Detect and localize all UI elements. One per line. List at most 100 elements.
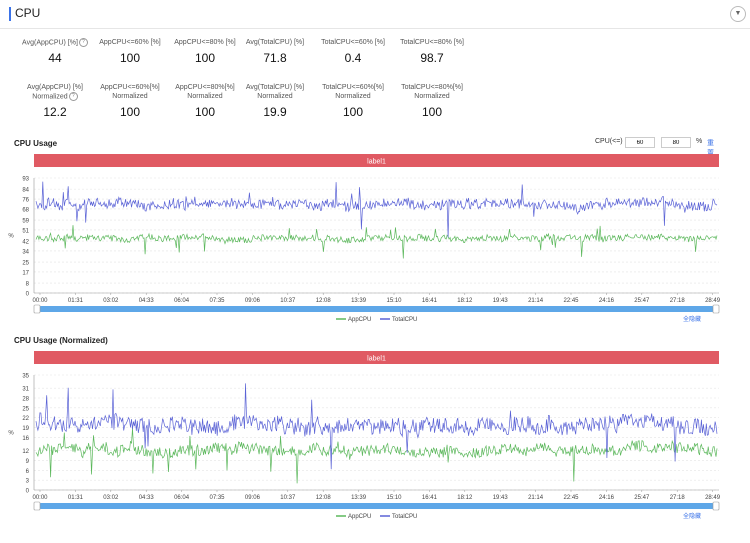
stat-card: Avg(TotalCPU) [%] Normalized 19.9 bbox=[230, 83, 320, 119]
x-tick-label: 04:33 bbox=[139, 298, 155, 304]
section-header: CPU ▼ bbox=[0, 0, 750, 29]
stat-label-text: Normalized bbox=[32, 93, 68, 101]
stat-label: TotalCPU<=60%[%] bbox=[308, 83, 398, 92]
y-tick-label: 19 bbox=[22, 426, 29, 432]
chevron-down-icon[interactable]: ▼ bbox=[730, 6, 746, 22]
x-tick-label: 09:06 bbox=[245, 495, 261, 501]
y-tick-label: 34 bbox=[22, 249, 29, 255]
x-tick-label: 24:16 bbox=[599, 298, 615, 304]
y-tick-label: 6 bbox=[26, 469, 30, 475]
stat-label: TotalCPU<=60% [%] bbox=[308, 38, 398, 47]
stat-label-text: AppCPU<=60% [%] bbox=[99, 39, 161, 46]
stat-card: AppCPU<=80% [%] 100 bbox=[160, 38, 250, 65]
x-tick-label: 16:41 bbox=[422, 298, 438, 304]
threshold-label: CPU(<=) bbox=[595, 138, 623, 145]
stat-label-text: TotalCPU<=80%[%] bbox=[401, 84, 463, 91]
y-tick-label: 22 bbox=[22, 416, 29, 422]
stat-label: Normalized bbox=[230, 92, 320, 101]
label-band bbox=[34, 154, 719, 167]
stat-value: 100 bbox=[342, 105, 364, 119]
x-tick-label: 09:06 bbox=[245, 298, 261, 304]
stat-label-text: TotalCPU<=80% [%] bbox=[400, 39, 464, 46]
label-band-text: label1 bbox=[367, 356, 386, 363]
stat-label-text: AppCPU<=80% [%] bbox=[174, 39, 236, 46]
x-tick-label: 24:16 bbox=[599, 495, 615, 501]
series-line-totalcpu bbox=[35, 181, 718, 238]
x-tick-label: 25:47 bbox=[634, 495, 650, 501]
threshold-input-1[interactable] bbox=[625, 137, 655, 148]
hide-all-button[interactable]: 全隐藏 bbox=[683, 315, 701, 323]
y-tick-label: 68 bbox=[22, 207, 29, 213]
y-tick-label: 25 bbox=[22, 406, 29, 412]
stat-card: TotalCPU<=80%[%] Normalized 100 bbox=[387, 83, 477, 119]
label-band bbox=[34, 351, 719, 364]
stat-card: TotalCPU<=80% [%] 98.7 bbox=[387, 38, 477, 65]
series-line-appcpu bbox=[35, 225, 718, 259]
chart-title-cpu-usage: CPU Usage bbox=[14, 139, 58, 148]
stat-label: Avg(AppCPU) [%]? bbox=[10, 38, 100, 47]
stat-label-text: Avg(AppCPU) [%] bbox=[22, 39, 78, 47]
stat-label-text: Normalized bbox=[257, 93, 293, 100]
x-tick-label: 06:04 bbox=[174, 495, 190, 501]
x-tick-label: 12:08 bbox=[316, 298, 332, 304]
x-tick-label: 22:45 bbox=[563, 298, 579, 304]
stat-label: TotalCPU<=80% [%] bbox=[387, 38, 477, 47]
stat-label-text: AppCPU<=80%[%] bbox=[175, 84, 235, 91]
y-tick-label: 28 bbox=[22, 397, 29, 403]
help-icon[interactable]: ? bbox=[78, 38, 88, 47]
stat-value: 98.7 bbox=[420, 51, 444, 65]
y-tick-label: 84 bbox=[22, 188, 29, 194]
stat-label: Normalized bbox=[387, 92, 477, 101]
y-tick-label: 17 bbox=[22, 270, 29, 276]
x-tick-label: 13:39 bbox=[351, 495, 367, 501]
threshold-controls: CPU(<=) % 重置 bbox=[595, 137, 720, 157]
x-tick-label: 07:35 bbox=[209, 298, 225, 304]
y-tick-label: 3 bbox=[26, 479, 30, 485]
stat-label-text: Avg(TotalCPU) [%] bbox=[245, 39, 305, 46]
x-tick-label: 19:43 bbox=[493, 298, 509, 304]
legend-item: AppCPU bbox=[348, 514, 371, 520]
stat-label: Normalized? bbox=[10, 92, 100, 101]
stat-label-text: Normalized bbox=[414, 93, 450, 100]
stat-card: AppCPU<=80%[%] Normalized 100 bbox=[160, 83, 250, 119]
stat-label-text: Normalized bbox=[187, 93, 223, 100]
slider-handle-right bbox=[712, 304, 720, 314]
y-tick-label: 35 bbox=[22, 374, 29, 380]
accent-bar bbox=[9, 7, 11, 21]
x-tick-label: 21:14 bbox=[528, 495, 544, 501]
stat-value: 19.9 bbox=[263, 105, 287, 119]
x-tick-label: 18:12 bbox=[457, 298, 473, 304]
cpu-usage-chart: label1 0 8 17 25 34 42 51 59 68 76 84 93% 00:00 01:31 0… bbox=[8, 154, 721, 323]
x-tick-label: 12:08 bbox=[316, 495, 332, 501]
x-tick-label: 28:49 bbox=[705, 495, 721, 501]
legend-item: TotalCPU bbox=[392, 317, 417, 323]
hide-all-button[interactable]: 全隐藏 bbox=[683, 512, 701, 520]
help-icon[interactable]: ? bbox=[68, 92, 78, 101]
stat-card: Avg(TotalCPU) [%] 71.8 bbox=[230, 38, 320, 65]
x-tick-label: 13:39 bbox=[351, 298, 367, 304]
y-tick-label: 16 bbox=[22, 436, 29, 442]
stat-label-text: Avg(TotalCPU) [%] bbox=[245, 84, 305, 91]
stat-label: AppCPU<=80%[%] bbox=[160, 83, 250, 92]
threshold-input-2[interactable] bbox=[661, 137, 691, 148]
stat-card: TotalCPU<=60%[%] Normalized 100 bbox=[308, 83, 398, 119]
stat-label: AppCPU<=60% [%] bbox=[85, 38, 175, 47]
y-tick-label: 59 bbox=[22, 219, 29, 225]
y-tick-label: 0 bbox=[26, 292, 30, 298]
stat-label: Normalized bbox=[308, 92, 398, 101]
legend-item: TotalCPU bbox=[392, 514, 417, 520]
y-tick-label: 31 bbox=[22, 387, 29, 393]
stat-card: TotalCPU<=60% [%] 0.4 bbox=[308, 38, 398, 65]
y-tick-label: 9 bbox=[26, 459, 30, 465]
chart-title-cpu-usage-normalized: CPU Usage (Normalized) bbox=[14, 336, 108, 345]
series-line-appcpu bbox=[35, 428, 718, 484]
reset-button[interactable]: 重置 bbox=[707, 140, 714, 157]
stat-label: Avg(AppCPU) [%] bbox=[10, 83, 100, 92]
stat-label: Avg(TotalCPU) [%] bbox=[230, 38, 320, 47]
x-tick-label: 01:31 bbox=[68, 495, 84, 501]
x-tick-label: 10:37 bbox=[280, 495, 296, 501]
stat-label: Normalized bbox=[160, 92, 250, 101]
x-tick-label: 27:18 bbox=[670, 298, 686, 304]
x-tick-label: 19:43 bbox=[493, 495, 509, 501]
y-tick-label: 25 bbox=[22, 261, 29, 267]
